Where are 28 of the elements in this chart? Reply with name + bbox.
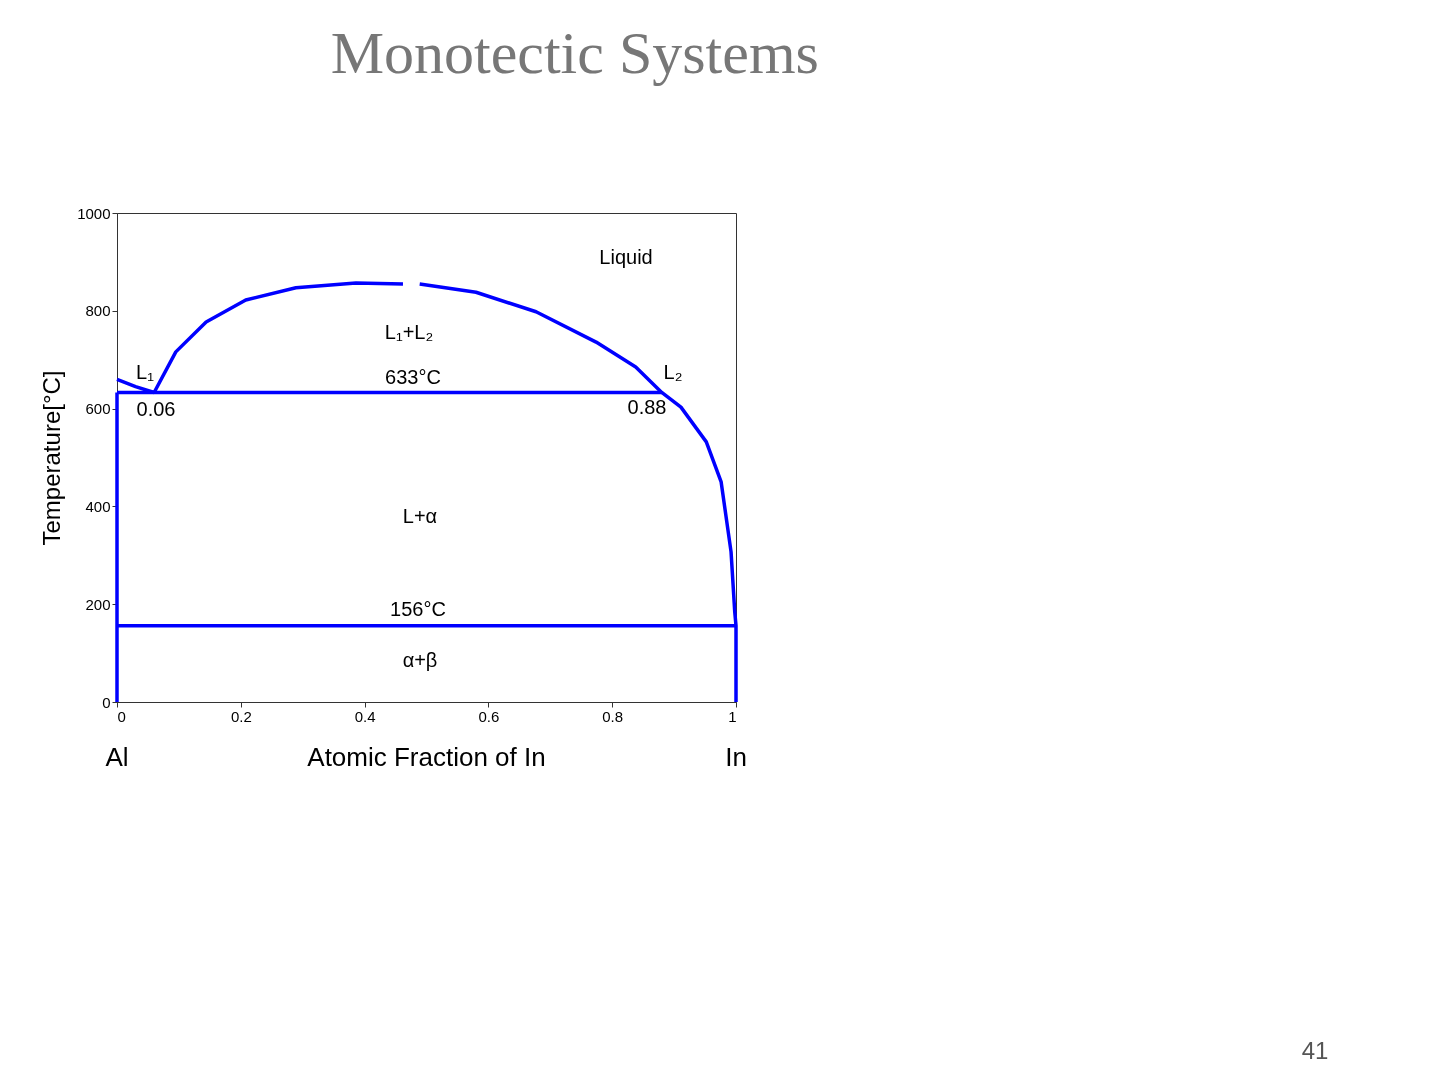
- text: Al: [105, 742, 129, 772]
- annotation: 0.06: [136, 398, 176, 420]
- x-tick-label: 0.6: [478, 707, 500, 725]
- annotation: L₁+L₂: [384, 321, 434, 343]
- chart-title: Monotectic Systems: [330, 20, 819, 86]
- annotation: L+α: [402, 505, 438, 527]
- text: In: [725, 742, 747, 772]
- y-axis-title: Temperature[°C]: [38, 370, 66, 546]
- x-tick-label: 0.2: [230, 707, 252, 725]
- x-tick-label: 0.8: [602, 707, 624, 725]
- y-tick-label: 1000: [77, 204, 111, 222]
- y-tick-label: 0: [102, 693, 111, 711]
- annotation: 0.88: [627, 396, 667, 418]
- annotation: α+β: [402, 649, 438, 671]
- annotation: L₂: [663, 361, 683, 383]
- x-axis-title: Atomic Fraction of In: [307, 742, 546, 772]
- annotation: 156°C: [390, 598, 446, 620]
- annotation: 633°C: [385, 366, 441, 388]
- text: 41: [1301, 1037, 1329, 1064]
- x-tick-label: 1: [728, 707, 737, 725]
- y-tick-label: 400: [85, 497, 111, 515]
- annotation: Liquid: [599, 246, 653, 268]
- annotation: L₁: [136, 361, 155, 383]
- y-tick-label: 800: [85, 302, 111, 320]
- x-tick-label: 0.4: [354, 707, 376, 725]
- y-tick-label: 200: [85, 595, 111, 613]
- x-tick-label: 0: [117, 707, 126, 725]
- y-tick-label: 600: [85, 400, 111, 418]
